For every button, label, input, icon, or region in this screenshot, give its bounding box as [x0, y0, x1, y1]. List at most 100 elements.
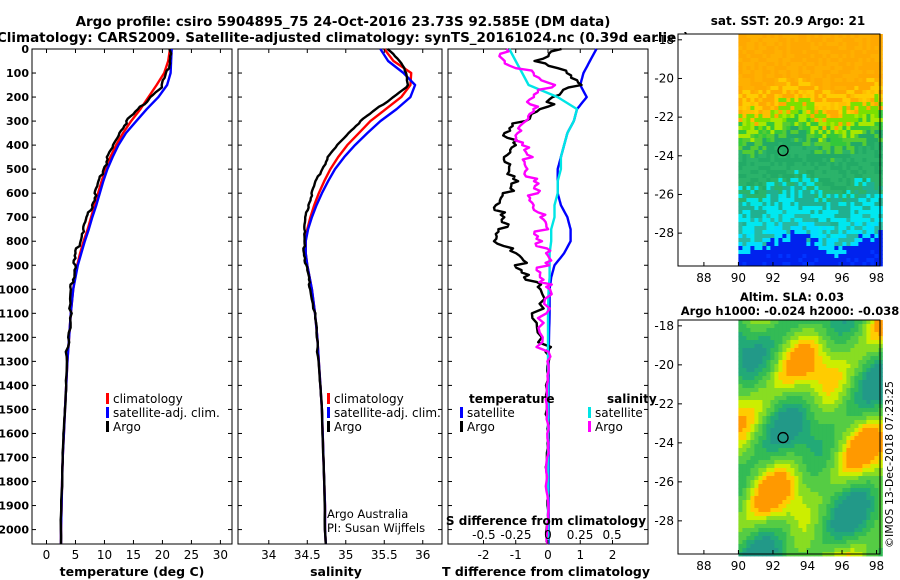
map-cell: [782, 102, 787, 107]
map-cell: [798, 488, 803, 493]
map-cell: [878, 472, 883, 477]
map-cell: [782, 464, 787, 469]
map-cell: [778, 484, 783, 489]
lon-tick-label: 94: [800, 271, 815, 285]
map-cell: [738, 504, 743, 509]
map-cell: [762, 162, 767, 167]
map-cell: [750, 476, 755, 481]
map-cell: [798, 400, 803, 405]
map-cell: [834, 198, 839, 203]
map-cell: [778, 106, 783, 111]
map-cell: [850, 38, 855, 43]
map-cell: [758, 472, 763, 477]
map-cell: [774, 238, 779, 243]
map-cell: [822, 404, 827, 409]
map-cell: [762, 106, 767, 111]
map-cell: [750, 348, 755, 353]
map-cell: [806, 500, 811, 505]
map-cell: [830, 344, 835, 349]
map-cell: [758, 222, 763, 227]
map-cell: [842, 158, 847, 163]
map-cell: [854, 416, 859, 421]
map-cell: [758, 452, 763, 457]
map-cell: [762, 82, 767, 87]
map-cell: [774, 174, 779, 179]
map-cell: [858, 134, 863, 139]
map-cell: [786, 218, 791, 223]
map-cell: [854, 202, 859, 207]
map-cell: [814, 352, 819, 357]
map-cell: [838, 376, 843, 381]
map-cell: [790, 174, 795, 179]
lon-tick-label: 98: [869, 559, 884, 573]
map-cell: [766, 524, 771, 529]
map-cell: [870, 94, 875, 99]
map-cell: [810, 336, 815, 341]
map-cell: [782, 206, 787, 211]
map-cell: [822, 536, 827, 541]
map-cell: [838, 58, 843, 63]
map-cell: [838, 122, 843, 127]
map-cell: [830, 142, 835, 147]
map-cell: [862, 194, 867, 199]
series-argo: [59, 48, 173, 544]
map-cell: [754, 376, 759, 381]
map-cell: [866, 332, 871, 337]
map-cell: [742, 484, 747, 489]
map-cell: [806, 34, 811, 39]
map-cell: [762, 468, 767, 473]
map-cell: [738, 46, 743, 51]
map-cell: [878, 456, 883, 461]
map-cell: [814, 186, 819, 191]
map-cell: [746, 424, 751, 429]
map-cell: [866, 106, 871, 111]
map-cell: [814, 182, 819, 187]
map-cell: [818, 524, 823, 529]
map-cell: [858, 456, 863, 461]
map-cell: [794, 428, 799, 433]
map-cell: [842, 166, 847, 171]
map-cell: [850, 480, 855, 485]
map-cell: [838, 332, 843, 337]
map-cell: [798, 464, 803, 469]
map-cell: [746, 548, 751, 553]
map-cell: [806, 110, 811, 115]
map-cell: [770, 412, 775, 417]
map-cell: [854, 138, 859, 143]
map-cell: [798, 376, 803, 381]
map-cell: [850, 242, 855, 247]
map-cell: [854, 254, 859, 259]
map-cell: [874, 162, 879, 167]
map-cell: [798, 118, 803, 123]
map-cell: [770, 146, 775, 151]
map-cell: [798, 130, 803, 135]
legend-swatch-sat: [327, 407, 330, 418]
map-cell: [758, 210, 763, 215]
map-cell: [766, 356, 771, 361]
map-cell: [790, 62, 795, 67]
map-cell: [750, 392, 755, 397]
map-cell: [834, 368, 839, 373]
map-cell: [810, 90, 815, 95]
map-cell: [738, 110, 743, 115]
map-cell: [798, 90, 803, 95]
map-cell: [870, 218, 875, 223]
map-cell: [794, 496, 799, 501]
map-cell: [834, 508, 839, 513]
map-cell: [826, 38, 831, 43]
map-cell: [746, 376, 751, 381]
map-cell: [794, 380, 799, 385]
map-cell: [782, 476, 787, 481]
map-cell: [826, 242, 831, 247]
map-cell: [862, 226, 867, 231]
map-cell: [834, 460, 839, 465]
map-cell: [766, 536, 771, 541]
map-cell: [782, 524, 787, 529]
map-cell: [878, 194, 883, 199]
map-cell: [838, 536, 843, 541]
map-cell: [746, 34, 751, 39]
map-cell: [786, 234, 791, 239]
map-cell: [742, 524, 747, 529]
map-cell: [862, 74, 867, 79]
map-cell: [746, 520, 751, 525]
